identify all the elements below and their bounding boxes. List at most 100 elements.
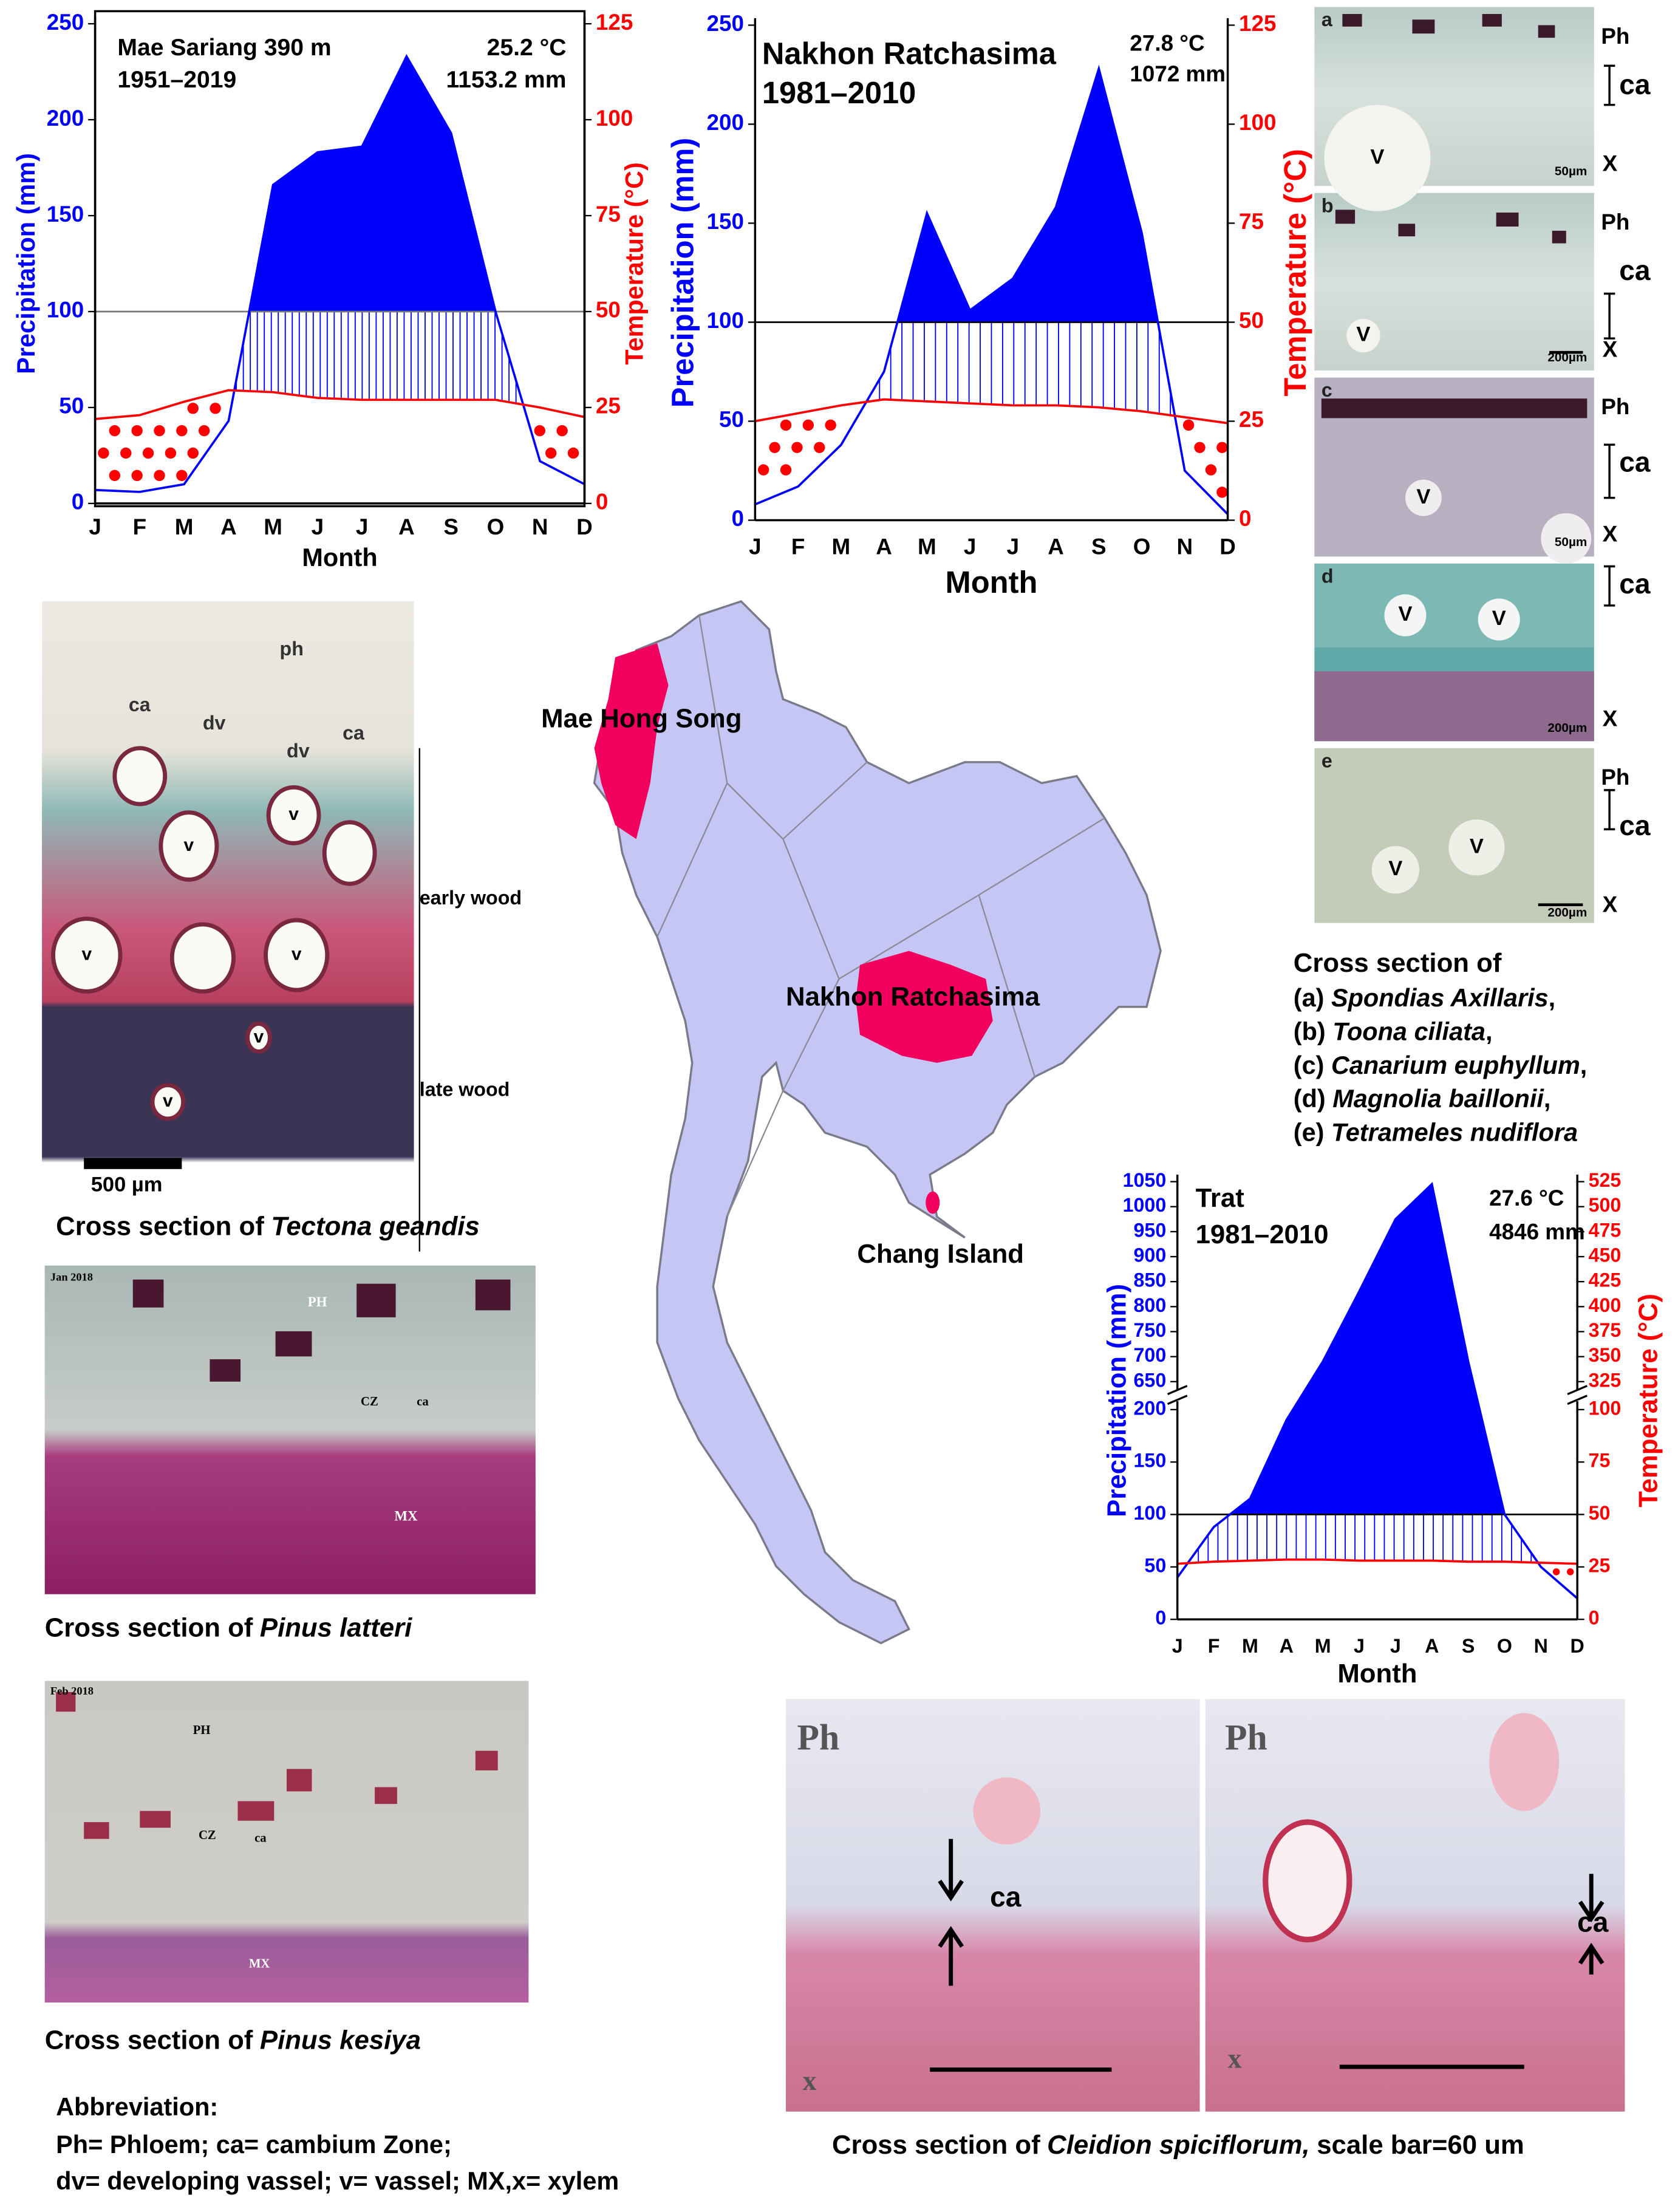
label: Nakhon Ratchasima [786,981,1040,1011]
label: Abbreviation: [56,2092,218,2121]
cleidion-images [786,1699,1625,2112]
caption-species: Cleidion spiciflorum, [1047,2130,1310,2160]
x-tick-label: A [220,514,237,539]
x-tick-label: M [918,534,936,559]
arid-dot [109,469,121,482]
label: Feb 2018 [50,1685,94,1697]
y2-axis-label: Temperature (°C) [1633,1294,1663,1507]
item-prefix: (c) [1294,1051,1325,1079]
label: v [292,944,302,964]
label: ca [1619,810,1651,841]
label: x [803,2065,817,2096]
label: V [1492,607,1506,630]
arid-dot [802,419,814,431]
x-tick-label: F [791,534,805,559]
arid-dot [1552,1568,1560,1575]
caption-species: Pinus latteri [260,1613,412,1642]
label: ph [280,638,304,660]
arid-dot [98,447,109,459]
x-tick-label: N [1534,1635,1548,1657]
arid-dot [1205,464,1217,476]
mean-temperature: 25.2 °C [487,35,567,61]
arid-dot [187,403,199,414]
label: ca [990,1881,1021,1913]
label: V [1416,485,1430,508]
caption-item: (b) Toona ciliata, [1294,1017,1493,1045]
y-tick-label: 0 [731,506,743,531]
x-axis-label: Month [1337,1659,1417,1688]
item-species: Tetrameles nudiflora [1331,1118,1578,1146]
y2-tick-label: 75 [596,202,621,227]
x-tick-label: M [1242,1635,1258,1657]
x-tick-label: O [1133,534,1151,559]
y2-tick-label: 50 [1589,1502,1611,1524]
precipitation-line [754,64,1229,516]
y-tick-label: 200 [1134,1397,1167,1419]
x-tick-label: S [1462,1635,1475,1657]
arid-dot [545,447,557,459]
arid-dot [120,447,132,459]
item-species: Spondias Axillaris [1331,983,1549,1012]
caption-species: Tectona geandis [271,1211,479,1241]
humid-fill [95,56,585,312]
x-tick-label: A [1425,1635,1439,1657]
caption-title: Cross section of [832,2130,1040,2160]
y2-tick-label: 350 [1589,1344,1622,1366]
arid-dot [1194,442,1206,453]
label: Ph [1601,765,1629,790]
label: 200µm [1547,350,1587,364]
label: v [81,944,92,964]
arid-dot [757,464,769,476]
y-tick-label: 50 [59,394,84,418]
arid-dot [780,464,792,476]
x-tick-label: A [398,514,415,539]
y-axis-label: Precipitation (mm) [1102,1284,1132,1517]
label: ca [1619,254,1651,286]
x-tick-label: D [1571,1635,1584,1657]
label: b [1322,194,1334,216]
arid-dot [534,425,545,437]
y-tick-label: 0 [1155,1607,1166,1629]
label: X [1603,892,1618,917]
caption-item: (c) Canarium euphyllum, [1294,1051,1588,1079]
label: 50µm [1555,535,1587,549]
label: ca [1619,446,1651,478]
label: CZ [361,1395,378,1408]
label: 200µm [1547,721,1587,735]
label: 200µm [1547,906,1587,920]
label: ca [417,1395,429,1408]
x-axis-label: Month [946,565,1038,599]
x-tick-label: J [964,534,976,559]
y-tick-label: 150 [1134,1450,1167,1472]
y-axis-label: Precipitation (mm) [666,138,700,408]
arid-dot [176,469,188,482]
thailand-map [593,600,1162,1645]
y-tick-label: 100 [47,298,84,323]
label: V [1356,323,1370,346]
x-tick-label: J [356,514,368,539]
x-tick-label: S [443,514,459,539]
caption-item: (d) Magnolia baillonii, [1294,1084,1551,1113]
y-tick-label: 50 [1144,1554,1166,1576]
x-tick-label: F [1208,1635,1220,1657]
label: v [163,1091,173,1111]
label: c [1322,379,1332,401]
pinus-latteri-image [44,1265,536,1594]
arid-dot [556,425,568,437]
label: X [1603,337,1618,362]
x-tick-label: D [576,514,593,539]
caption: Cross section of Pinus kesiya [45,2025,421,2055]
x-tick-label: S [1091,534,1107,559]
y2-tick-label: 325 [1589,1369,1622,1391]
label: PH [308,1294,327,1309]
label: Mae Hong Song [541,703,742,733]
y2-tick-label: 100 [1239,110,1276,135]
item-species: Toona ciliata [1332,1017,1485,1045]
label: ca [1577,1906,1609,1937]
arid-dot [142,447,154,459]
x-tick-label: N [1177,534,1193,559]
y2-tick-label: 125 [596,10,633,35]
x-tick-label: J [1007,534,1019,559]
label: dv [203,712,226,734]
